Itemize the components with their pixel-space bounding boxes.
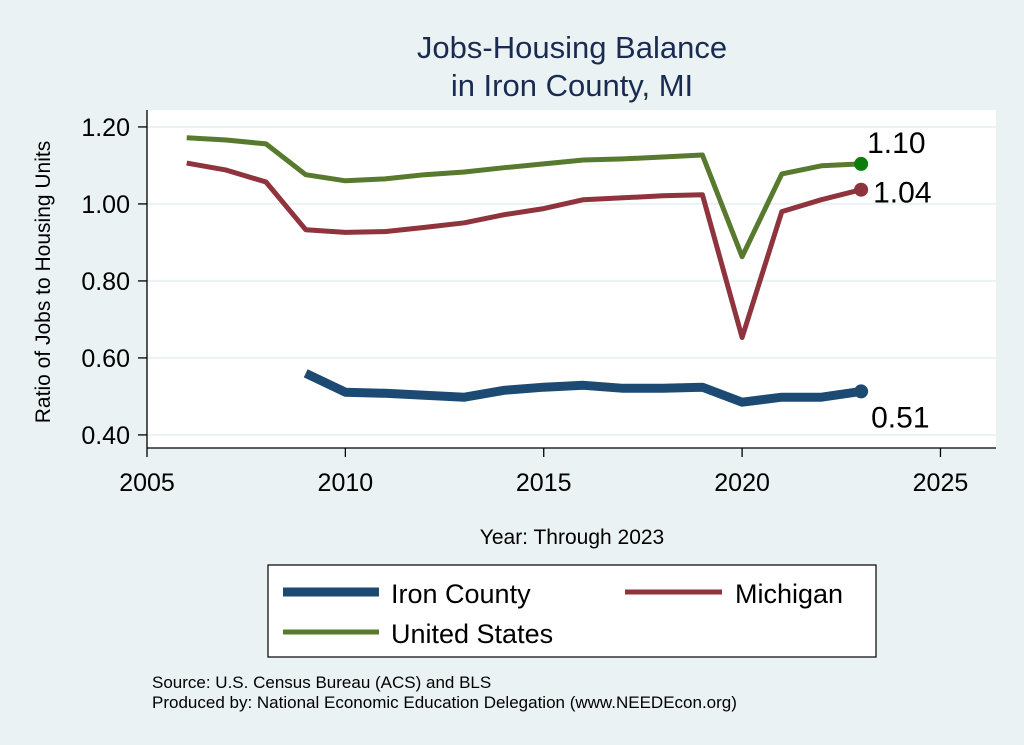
y-axis-title: Ratio of Jobs to Housing Units [32, 141, 55, 423]
x-axis-ticks: 2005 2010 2015 2020 2025 [119, 448, 968, 497]
y-tick-label: 0.60 [81, 345, 130, 373]
end-label-iron-county: 0.51 [871, 401, 929, 434]
end-marker-united-states [854, 156, 869, 171]
legend-label-michigan: Michigan [735, 579, 843, 609]
x-tick-label: 2015 [516, 469, 572, 497]
x-tick-label: 2010 [318, 469, 374, 497]
legend-label-iron-county: Iron County [391, 579, 531, 609]
gridlines [147, 125, 996, 436]
x-tick-label: 2020 [714, 469, 770, 497]
y-tick-label: 0.80 [81, 268, 130, 296]
series-line-michigan [186, 160, 862, 340]
legend-label-united-states: United States [391, 619, 553, 649]
end-label-united-states: 1.10 [867, 127, 925, 160]
x-tick-label: 2005 [119, 469, 175, 497]
chart-title-line-1: Jobs-Housing Balance [417, 30, 727, 65]
y-tick-label: 1.20 [81, 114, 130, 142]
end-marker-michigan [854, 182, 869, 197]
series-line-united-states [186, 135, 862, 260]
y-tick-label: 1.00 [81, 191, 130, 219]
end-label-michigan: 1.04 [873, 177, 931, 210]
x-tick-label: 2025 [913, 469, 969, 497]
chart-title-line-2: in Iron County, MI [451, 68, 693, 103]
series-layer: 1.10 1.04 0.51 [186, 127, 932, 434]
y-axis-ticks: 0.40 0.60 0.80 1.00 1.20 [81, 114, 147, 450]
source-note: Source: U.S. Census Bureau (ACS) and BLS [152, 673, 491, 692]
producer-note: Produced by: National Economic Education… [152, 693, 737, 712]
end-marker-iron-county [854, 384, 869, 399]
series-line-iron-county [303, 369, 862, 407]
y-tick-label: 0.40 [81, 422, 130, 450]
legend-box [267, 564, 877, 658]
x-axis-title: Year: Through 2023 [480, 526, 665, 549]
legend: Iron County Michigan United States [267, 564, 877, 658]
